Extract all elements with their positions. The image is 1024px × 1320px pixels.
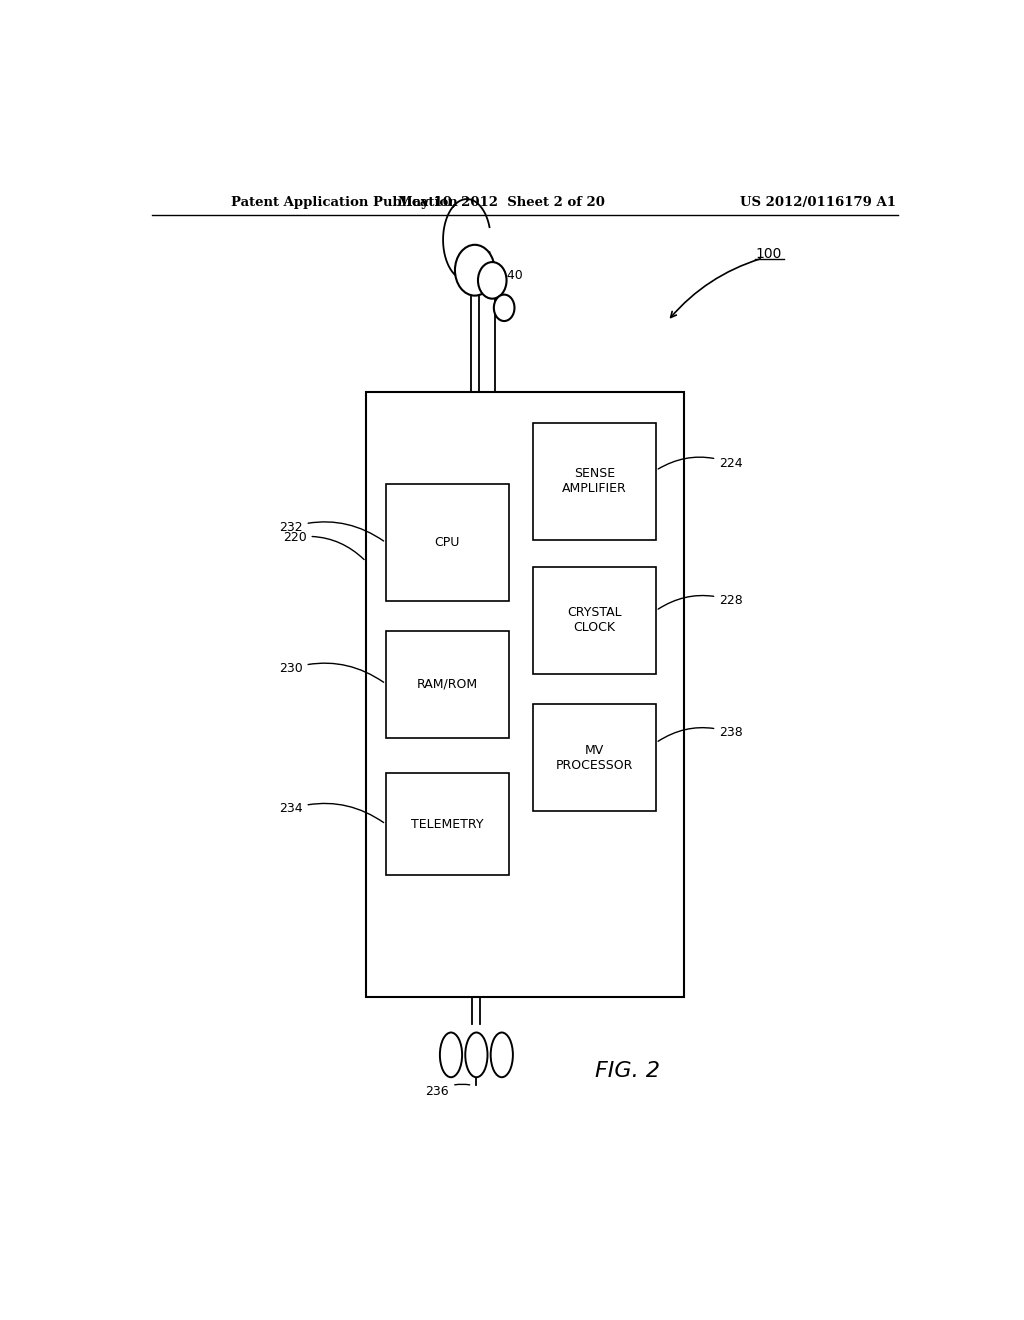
Text: CPU: CPU: [435, 536, 460, 549]
Text: RAM/ROM: RAM/ROM: [417, 678, 478, 690]
Bar: [532, 422, 655, 540]
Text: 234: 234: [279, 803, 384, 822]
Bar: [386, 774, 509, 875]
Bar: [532, 568, 655, 673]
Text: 228: 228: [658, 594, 743, 609]
Text: Patent Application Publication: Patent Application Publication: [231, 195, 458, 209]
Text: 140: 140: [500, 269, 523, 281]
Ellipse shape: [440, 1032, 462, 1077]
Text: TELEMETRY: TELEMETRY: [412, 817, 483, 830]
Text: SENSE
AMPLIFIER: SENSE AMPLIFIER: [562, 467, 627, 495]
Text: US 2012/0116179 A1: US 2012/0116179 A1: [740, 195, 896, 209]
Ellipse shape: [490, 1032, 513, 1077]
Bar: [386, 483, 509, 601]
Bar: [532, 704, 655, 810]
Ellipse shape: [465, 1032, 487, 1077]
Text: 230: 230: [279, 663, 384, 682]
Text: May 10, 2012  Sheet 2 of 20: May 10, 2012 Sheet 2 of 20: [397, 195, 604, 209]
Text: 232: 232: [279, 521, 384, 541]
Text: 220: 220: [283, 531, 365, 560]
Circle shape: [478, 263, 507, 298]
Circle shape: [455, 244, 495, 296]
Text: CRYSTAL
CLOCK: CRYSTAL CLOCK: [567, 606, 622, 635]
Text: MV
PROCESSOR: MV PROCESSOR: [556, 743, 633, 772]
Bar: [367, 392, 684, 997]
Circle shape: [494, 294, 514, 321]
Text: 224: 224: [658, 457, 742, 470]
Bar: [386, 631, 509, 738]
Text: 238: 238: [658, 726, 743, 742]
Text: FIG. 2: FIG. 2: [596, 1061, 660, 1081]
Text: 100: 100: [755, 247, 781, 261]
Text: 236: 236: [426, 1084, 470, 1098]
